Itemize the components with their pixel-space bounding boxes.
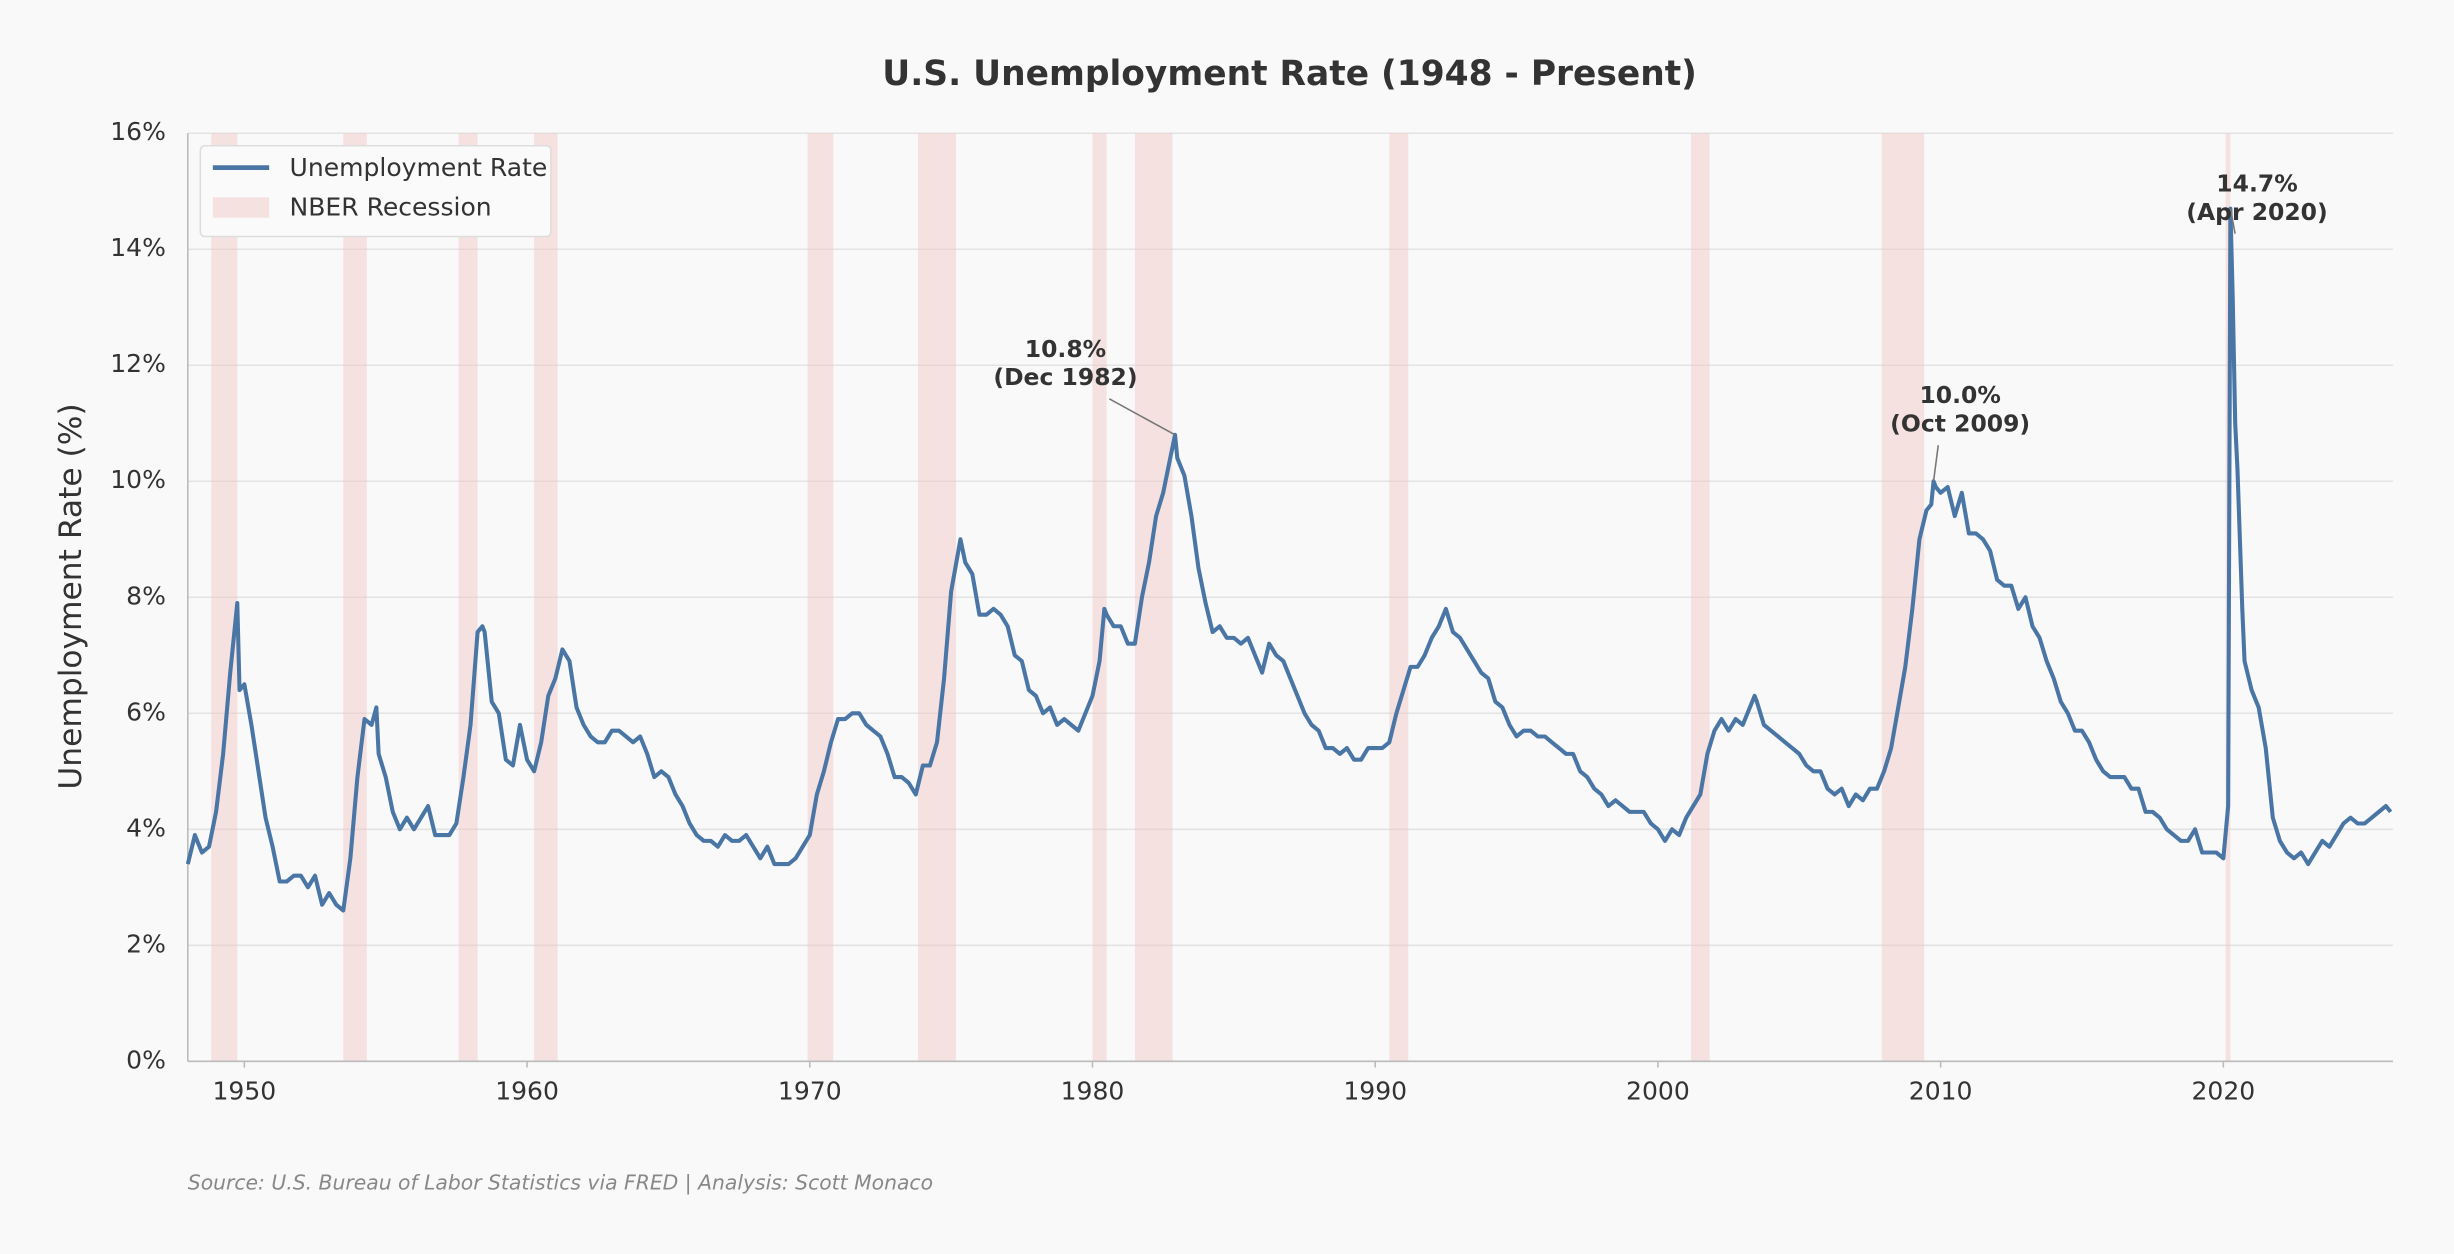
legend-label: Unemployment Rate [290, 153, 548, 182]
legend-label: NBER Recession [290, 192, 492, 221]
x-tick-label: 1990 [1343, 1077, 1407, 1106]
y-tick-label: 0% [126, 1045, 166, 1074]
annotation-label: (Oct 2009) [1890, 409, 2030, 437]
y-tick-label: 14% [110, 233, 166, 262]
recession-band [458, 133, 478, 1062]
annotation-label: 14.7% [2216, 170, 2297, 198]
recession-band [1389, 133, 1409, 1062]
recession-band [211, 133, 238, 1062]
x-tick-label: 2000 [1626, 1077, 1690, 1106]
legend: Unemployment Rate NBER Recession [199, 144, 552, 238]
annotation-arrow [1108, 398, 1176, 436]
y-tick-label: 16% [110, 117, 166, 146]
legend-band-swatch [212, 197, 270, 218]
annotation-label: (Apr 2020) [2186, 198, 2327, 226]
chart-title: U.S. Unemployment Rate (1948 - Present) [882, 54, 1697, 94]
y-tick-label: 2% [126, 929, 166, 958]
annotation-arrow [2229, 208, 2236, 234]
data-line [185, 206, 2393, 913]
annotation-label: 10.8% [1025, 335, 1106, 363]
y-tick-label: 10% [110, 465, 166, 494]
x-tick-label: 2010 [1909, 1077, 1973, 1106]
x-tick-label: 2020 [2191, 1077, 2255, 1106]
recession-band [1690, 133, 1710, 1062]
recession-band [534, 133, 558, 1062]
y-tick-label: 12% [110, 349, 166, 378]
recession-band [1092, 133, 1107, 1062]
annotation-label: 10.0% [1919, 381, 2000, 409]
y-axis-label: Unemployment Rate (%) [53, 403, 89, 789]
recession-band [343, 133, 367, 1062]
y-tick-label: 8% [126, 581, 166, 610]
y-tick-label: 6% [126, 697, 166, 726]
x-tick-label: 1950 [212, 1077, 276, 1106]
annotation-arrow [1932, 445, 1940, 482]
source-note: Source: U.S. Bureau of Labor Statistics … [188, 1170, 933, 1195]
x-tick-label: 1980 [1061, 1077, 1125, 1106]
annotation-label: (Dec 1982) [993, 363, 1137, 391]
x-tick-label: 1960 [495, 1077, 559, 1106]
recession-band [1881, 133, 1925, 1062]
legend-box [199, 144, 552, 238]
x-tick-label: 1970 [778, 1077, 842, 1106]
y-tick-label: 4% [126, 813, 166, 842]
recession-band [807, 133, 834, 1062]
